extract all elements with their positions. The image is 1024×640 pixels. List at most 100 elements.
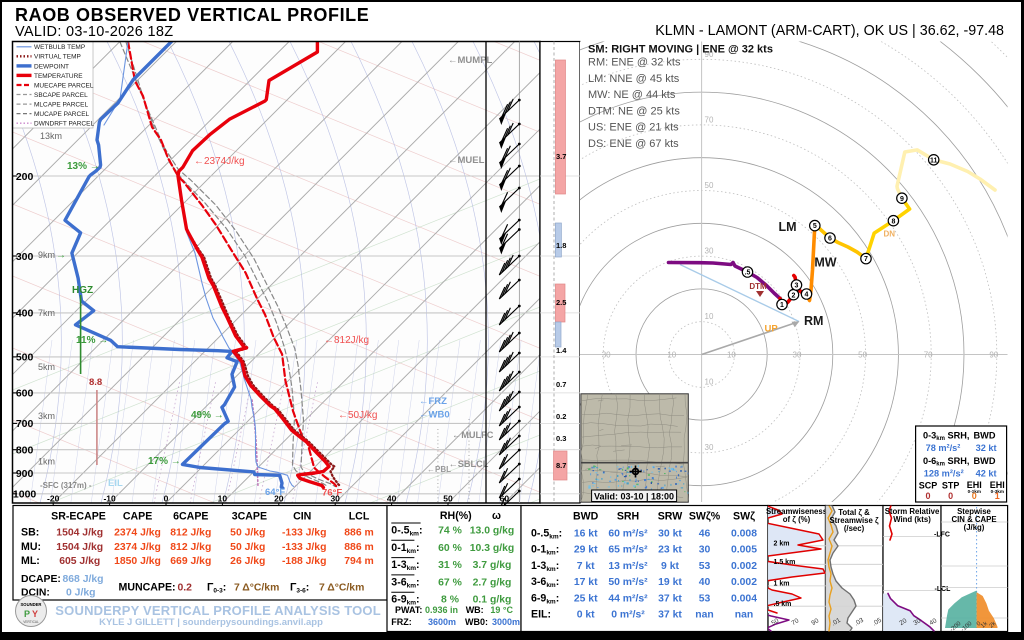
svg-text:794 m: 794 m <box>344 556 373 567</box>
svg-text:3-6km:: 3-6km: <box>531 576 559 589</box>
svg-text:DN: DN <box>884 230 896 239</box>
svg-text:(J/kg): (J/kg) <box>964 523 985 532</box>
svg-text:90: 90 <box>705 50 714 59</box>
svg-text:0-3km: 0-3km <box>991 489 1004 494</box>
svg-text:0.005: 0.005 <box>731 545 757 556</box>
svg-text:6-9km:: 6-9km: <box>531 592 559 605</box>
svg-text:0-1km: 0-1km <box>968 489 981 494</box>
svg-text:MU:: MU: <box>21 541 41 553</box>
svg-text:70: 70 <box>705 115 714 124</box>
svg-text:WB:: WB: <box>466 605 484 615</box>
svg-text:Storm Relative: Storm Relative <box>885 507 940 516</box>
svg-text:49% →: 49% → <box>191 410 224 421</box>
svg-text:19 °C: 19 °C <box>490 605 513 615</box>
svg-text:78 m²/s²: 78 m²/s² <box>926 443 961 453</box>
svg-text:500: 500 <box>16 352 34 364</box>
svg-text:0.004: 0.004 <box>731 593 757 604</box>
svg-text:-10: -10 <box>103 494 116 504</box>
svg-text:←2374J/kg: ←2374J/kg <box>194 156 245 167</box>
svg-text:70: 70 <box>790 617 800 627</box>
svg-text:LM: LM <box>778 220 796 234</box>
svg-text:EHI: EHI <box>967 480 982 490</box>
svg-text:nan: nan <box>735 610 753 621</box>
svg-text:DS: ENE @ 67 kts: DS: ENE @ 67 kts <box>588 138 679 150</box>
svg-text:20: 20 <box>898 617 908 627</box>
svg-text:3km: 3km <box>38 411 55 421</box>
svg-text:7 kt: 7 kt <box>577 561 595 572</box>
svg-text:50 m²/s²: 50 m²/s² <box>608 577 648 588</box>
svg-text:13.0 g/kg: 13.0 g/kg <box>470 526 514 537</box>
svg-text:600: 600 <box>16 388 34 400</box>
svg-text:812 J/kg: 812 J/kg <box>170 528 211 539</box>
svg-text:2 km: 2 km <box>774 541 790 548</box>
svg-text:40: 40 <box>928 617 938 627</box>
svg-text:13km: 13km <box>40 131 62 141</box>
svg-text:←812J/kg: ←812J/kg <box>324 335 369 346</box>
svg-text:RM: ENE @ 32 kts: RM: ENE @ 32 kts <box>588 57 681 69</box>
svg-text:2.7 g/kg: 2.7 g/kg <box>473 577 512 588</box>
svg-text:VALID: 03-10-2026 18Z: VALID: 03-10-2026 18Z <box>15 24 173 40</box>
svg-text:.5: .5 <box>745 270 751 277</box>
svg-text:of ζ (%): of ζ (%) <box>783 515 811 524</box>
svg-text:10.3 g/kg: 10.3 g/kg <box>470 543 514 554</box>
svg-text:nan: nan <box>695 610 713 621</box>
svg-text:1504 J/kg: 1504 J/kg <box>56 528 103 539</box>
svg-text:50: 50 <box>858 351 867 360</box>
svg-text:800: 800 <box>16 445 34 457</box>
svg-text:←50J/kg: ←50J/kg <box>338 410 377 421</box>
svg-text:300: 300 <box>16 251 34 263</box>
svg-text:MLCAPE PARCEL: MLCAPE PARCEL <box>34 102 88 109</box>
svg-text:-133 J/kg: -133 J/kg <box>282 542 326 553</box>
svg-text:MW: MW <box>814 256 836 270</box>
svg-text:812 J/kg: 812 J/kg <box>170 542 211 553</box>
svg-text:←MULFC: ←MULFC <box>452 430 494 440</box>
svg-text:0: 0 <box>925 491 930 501</box>
svg-text:886 m: 886 m <box>344 528 373 539</box>
svg-text:3.7: 3.7 <box>556 152 566 161</box>
svg-text:0.2: 0.2 <box>556 412 566 421</box>
svg-text:←MUEL: ←MUEL <box>448 155 485 166</box>
svg-text:8.8: 8.8 <box>89 377 102 388</box>
svg-text:Stepwise: Stepwise <box>957 507 991 516</box>
svg-text:UP: UP <box>765 324 779 335</box>
svg-text:9km: 9km <box>38 250 55 260</box>
svg-text:669 J/kg: 669 J/kg <box>170 556 211 567</box>
svg-text:4: 4 <box>805 292 809 299</box>
svg-text:50 J/kg: 50 J/kg <box>230 542 265 553</box>
svg-text:0: 0 <box>976 621 983 628</box>
svg-text:50: 50 <box>443 494 453 504</box>
svg-text:KYLE J GILLETT | sounderpysoun: KYLE J GILLETT | sounderpysoundings.anvi… <box>99 617 323 628</box>
svg-text:400: 400 <box>16 308 34 320</box>
svg-text:VIRTUAL TEMP: VIRTUAL TEMP <box>34 54 81 61</box>
svg-text:1-3km:: 1-3km: <box>391 559 419 572</box>
svg-text:128 m²/s²: 128 m²/s² <box>924 469 964 479</box>
svg-text:-LFC: -LFC <box>934 532 950 539</box>
svg-text:17% →: 17% → <box>148 456 181 467</box>
svg-text:TEMPERATURE: TEMPERATURE <box>34 73 83 80</box>
svg-text:40: 40 <box>699 577 711 588</box>
svg-text:2374 J/kg: 2374 J/kg <box>114 528 161 539</box>
svg-text:42 kt: 42 kt <box>976 469 997 479</box>
svg-text:DEWPOINT: DEWPOINT <box>34 63 69 70</box>
svg-text:200: 200 <box>16 171 34 183</box>
svg-text:1km: 1km <box>38 457 55 467</box>
svg-text:868 J/kg: 868 J/kg <box>63 574 104 585</box>
svg-text:SWζ%: SWζ% <box>689 511 721 523</box>
svg-text:.01: .01 <box>831 617 843 628</box>
svg-text:0.936 in: 0.936 in <box>425 605 458 615</box>
svg-text:US: ENE @ 21 kts: US: ENE @ 21 kts <box>588 122 679 134</box>
svg-text:LM: NNE @ 45 kts: LM: NNE @ 45 kts <box>588 73 680 85</box>
svg-text:SOUNDERPY VERTICAL PROFILE ANA: SOUNDERPY VERTICAL PROFILE ANALYSIS TOOL <box>55 603 381 618</box>
svg-text:DTM: NE @ 25 kts: DTM: NE @ 25 kts <box>588 105 680 117</box>
svg-text:2: 2 <box>792 292 796 299</box>
svg-text:3: 3 <box>795 283 799 290</box>
svg-text:31 %: 31 % <box>438 560 462 571</box>
svg-text:-SFC (317m) -: -SFC (317m) - <box>40 481 92 490</box>
svg-text:8.7: 8.7 <box>556 461 566 470</box>
svg-text:90: 90 <box>989 351 998 360</box>
svg-text:16 kt: 16 kt <box>574 529 598 540</box>
svg-text:→: → <box>56 250 66 261</box>
svg-text:RM: RM <box>804 314 823 328</box>
svg-text:←PBL: ←PBL <box>427 465 451 474</box>
svg-text:74 %: 74 % <box>438 526 462 537</box>
